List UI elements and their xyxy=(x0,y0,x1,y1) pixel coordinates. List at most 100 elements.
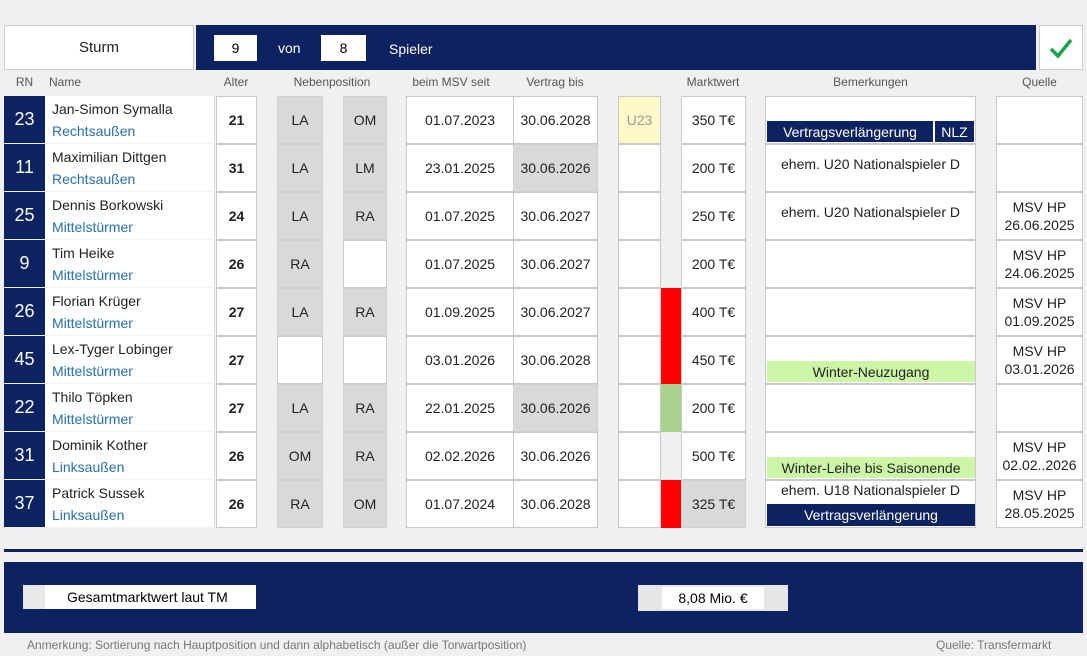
col-bemerkungen: Bemerkungen xyxy=(833,75,908,89)
row-number: 31 xyxy=(4,432,45,479)
player-position: Linksaußen xyxy=(52,507,125,523)
source-line-1: MSV HP xyxy=(1012,247,1067,263)
total-label-box: Gesamtmarktwert laut TM xyxy=(23,585,256,609)
u23-cell xyxy=(618,432,661,480)
source-line-1: MSV HP xyxy=(1012,343,1067,359)
player-age: 27 xyxy=(216,288,257,336)
source-line-2: 26.06.2025 xyxy=(1004,217,1075,233)
side-position-2: RA xyxy=(343,432,387,480)
player-position: Linksaußen xyxy=(52,459,125,475)
player-name-cell[interactable]: Maximilian Dittgen Rechtsaußen xyxy=(45,144,215,191)
remarks-cell xyxy=(765,240,976,288)
market-value: 450 T€ xyxy=(681,336,746,384)
col-vertrag: Vertrag bis xyxy=(526,75,584,89)
market-value: 400 T€ xyxy=(681,288,746,336)
nlz-tag: NLZ xyxy=(935,121,974,142)
player-name: Maximilian Dittgen xyxy=(52,149,167,165)
player-name-cell[interactable]: Florian Krüger Mittelstürmer xyxy=(45,288,215,335)
side-position-1: RA xyxy=(277,240,323,288)
total-label: Gesamtmarktwert laut TM xyxy=(67,589,228,605)
player-count-field[interactable]: 9 xyxy=(214,35,257,61)
since-date: 01.09.2025 xyxy=(406,288,514,336)
col-alter: Alter xyxy=(223,75,249,89)
source-cell: MSV HP 01.09.2025 xyxy=(996,288,1083,336)
total-value: 8,08 Mio. € xyxy=(662,587,764,609)
side-position-1: LA xyxy=(277,192,323,240)
side-position-1: RA xyxy=(277,480,323,528)
side-position-1: LA xyxy=(277,144,323,192)
side-position-1: OM xyxy=(277,432,323,480)
player-position: Mittelstürmer xyxy=(52,363,133,379)
u23-cell xyxy=(618,480,661,528)
player-total-field[interactable]: 8 xyxy=(321,35,366,61)
side-position-2: OM xyxy=(343,96,387,144)
source-cell: MSV HP 28.05.2025 xyxy=(996,480,1083,528)
row-number: 22 xyxy=(4,384,45,431)
footer-note: Anmerkung: Sortierung nach Hauptposition… xyxy=(27,638,527,652)
remark-text: ehem. U18 Nationalspieler D xyxy=(781,482,960,498)
source-line-2: 28.05.2025 xyxy=(1004,505,1075,521)
u23-cell xyxy=(618,240,661,288)
side-position-1: LA xyxy=(277,288,323,336)
contract-until: 30.06.2026 xyxy=(513,432,598,480)
remarks-cell xyxy=(765,384,976,432)
player-age: 26 xyxy=(216,240,257,288)
player-position: Mittelstürmer xyxy=(52,411,133,427)
player-name: Lex-Tyger Lobinger xyxy=(52,341,173,357)
source-cell xyxy=(996,384,1083,432)
market-value: 250 T€ xyxy=(681,192,746,240)
remarks-cell xyxy=(765,192,976,240)
footer-divider xyxy=(4,549,1083,552)
player-name: Jan-Simon Symalla xyxy=(52,101,173,117)
von-label: von xyxy=(278,40,301,56)
since-date: 01.07.2023 xyxy=(406,96,514,144)
player-name-cell[interactable]: Dominik Kother Linksaußen xyxy=(45,432,215,479)
row-number: 37 xyxy=(4,480,45,527)
player-position: Mittelstürmer xyxy=(52,315,133,331)
contract-until: 30.06.2026 xyxy=(513,384,598,432)
col-name: Name xyxy=(49,75,82,89)
player-age: 26 xyxy=(216,480,257,528)
since-date: 01.07.2025 xyxy=(406,240,514,288)
side-position-1 xyxy=(277,336,323,384)
row-number: 25 xyxy=(4,192,45,239)
since-date: 03.01.2026 xyxy=(406,336,514,384)
player-name: Thilo Töpken xyxy=(52,389,133,405)
player-name-cell[interactable]: Dennis Borkowski Mittelstürmer xyxy=(45,192,215,239)
market-value: 200 T€ xyxy=(681,144,746,192)
market-value: 350 T€ xyxy=(681,96,746,144)
player-name-cell[interactable]: Jan-Simon Symalla Rechtsaußen xyxy=(45,96,215,143)
remarks-cell xyxy=(765,144,976,192)
row-number: 11 xyxy=(4,144,45,191)
row-number: 26 xyxy=(4,288,45,335)
player-name-cell[interactable]: Thilo Töpken Mittelstürmer xyxy=(45,384,215,431)
since-date: 22.01.2025 xyxy=(406,384,514,432)
side-position-1: LA xyxy=(277,384,323,432)
source-cell: MSV HP 24.06.2025 xyxy=(996,240,1083,288)
source-line-2: 01.09.2025 xyxy=(1004,313,1075,329)
total-value-box: 8,08 Mio. € xyxy=(638,585,788,611)
player-name: Dennis Borkowski xyxy=(52,197,164,213)
player-position: Mittelstürmer xyxy=(52,267,133,283)
col-nebenposition: Nebenposition xyxy=(293,75,371,89)
source-line-2: 24.06.2025 xyxy=(1004,265,1075,281)
player-name-cell[interactable]: Lex-Tyger Lobinger Mittelstürmer xyxy=(45,336,215,383)
col-quelle: Quelle xyxy=(1022,75,1057,89)
footer-source: Quelle: Transfermarkt xyxy=(936,638,1052,652)
source-line-2: 02.02..2026 xyxy=(1002,457,1077,473)
player-name: Dominik Kother xyxy=(52,437,148,453)
remark-green-tag: Winter-Neuzugang xyxy=(767,361,975,382)
side-position-2 xyxy=(343,336,387,384)
source-line-1: MSV HP xyxy=(1012,199,1067,215)
player-position: Mittelstürmer xyxy=(52,219,133,235)
contract-until: 30.06.2027 xyxy=(513,288,598,336)
player-name-cell[interactable]: Patrick Sussek Linksaußen xyxy=(45,480,215,527)
player-name-cell[interactable]: Tim Heike Mittelstürmer xyxy=(45,240,215,287)
group-title-box: Sturm xyxy=(4,25,194,70)
group-title: Sturm xyxy=(78,39,119,56)
contract-until: 30.06.2027 xyxy=(513,192,598,240)
side-position-2: RA xyxy=(343,288,387,336)
confirm-button[interactable] xyxy=(1039,25,1083,70)
remark-tag: Vertragsverlängerung xyxy=(767,504,975,526)
source-cell: MSV HP 26.06.2025 xyxy=(996,192,1083,240)
